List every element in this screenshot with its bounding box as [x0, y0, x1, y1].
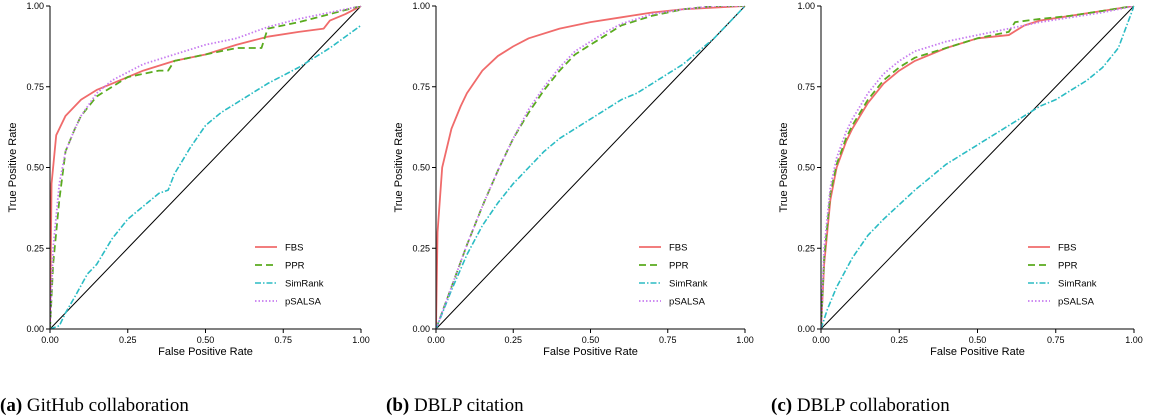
y-axis-label: True Positive Rate: [7, 122, 19, 212]
chart-panel-2: 0.00 0.25 0.50 0.75 1.00 0.00 0.25 0.50 0.75 1.00…: [386, 1, 754, 416]
caption-text: DBLP citation: [409, 395, 524, 416]
x-tick-label: 1.00: [1125, 335, 1143, 345]
series-line-psalsa: [436, 6, 745, 329]
x-tick-label: 0.50: [582, 335, 600, 345]
legend-label-psalsa: pSALSA: [669, 297, 706, 308]
chart-panel-1: 0.00 0.25 0.50 0.75 1.00 0.00 0.25 0.50 0.75 1.00…: [0, 1, 370, 416]
legend-label-psalsa: pSALSA: [1058, 297, 1095, 308]
legend: FBS PPR SimRank pSALSA: [639, 243, 708, 308]
panel-caption: (a) GitHub collaboration: [0, 395, 189, 416]
y-tick-label: 0.00: [797, 324, 815, 334]
series-line-psalsa: [821, 6, 1134, 329]
x-tick-label: 0.75: [1047, 335, 1065, 345]
series-line-simrank: [436, 6, 745, 329]
y-tick-label: 1.00: [26, 1, 44, 11]
panel-caption: (b) DBLP citation: [386, 395, 524, 416]
x-tick-label: 1.00: [352, 335, 370, 345]
x-tick-label: 0.25: [504, 335, 522, 345]
legend-label-ppr: PPR: [1058, 261, 1078, 272]
series-line-simrank: [50, 24, 361, 329]
legend-label-fbs: FBS: [669, 243, 687, 254]
y-axis-label: True Positive Rate: [778, 122, 790, 212]
x-axis-label: False Positive Rate: [930, 346, 1025, 358]
y-tick-label: 0.25: [412, 243, 430, 253]
diagonal-reference-line: [49, 5, 362, 330]
series-line-psalsa: [50, 6, 361, 329]
x-tick-label: 0.50: [197, 335, 215, 345]
y-tick-label: 0.25: [797, 243, 815, 253]
x-tick-label: 0.50: [969, 335, 987, 345]
diagonal-reference-line: [435, 5, 746, 330]
chart-panel-3: 0.00 0.25 0.50 0.75 1.00 0.00 0.25 0.50 0.75 1.00…: [771, 1, 1143, 416]
legend-label-ppr: PPR: [285, 261, 305, 272]
legend: FBS PPR SimRank pSALSA: [255, 243, 324, 308]
y-tick-label: 0.75: [26, 82, 44, 92]
x-tick-label: 1.00: [736, 335, 754, 345]
y-tick-label: 1.00: [412, 1, 430, 11]
series-line-simrank: [821, 6, 1134, 329]
x-axis-label: False Positive Rate: [158, 346, 253, 358]
y-tick-label: 0.75: [797, 82, 815, 92]
x-axis-label: False Positive Rate: [543, 346, 638, 358]
x-tick-label: 0.25: [890, 335, 908, 345]
y-axis-label: True Positive Rate: [393, 122, 405, 212]
series-line-fbs: [436, 6, 745, 329]
legend-label-fbs: FBS: [1058, 243, 1076, 254]
legend-label-simrank: SimRank: [1058, 279, 1097, 290]
caption-letter: (a): [0, 395, 22, 416]
y-tick-label: 0.25: [26, 243, 44, 253]
series-line-ppr: [436, 6, 745, 329]
x-tick-label: 0.00: [41, 335, 59, 345]
diagonal-reference-line: [820, 5, 1135, 330]
legend-label-simrank: SimRank: [285, 279, 324, 290]
caption-letter: (c): [771, 395, 792, 416]
x-tick-label: 0.75: [274, 335, 292, 345]
x-tick-label: 0.00: [812, 335, 830, 345]
legend-label-psalsa: pSALSA: [285, 297, 322, 308]
y-tick-label: 0.50: [26, 163, 44, 173]
legend-label-fbs: FBS: [285, 243, 303, 254]
y-tick-label: 0.50: [797, 163, 815, 173]
series-line-ppr: [821, 6, 1134, 329]
y-tick-label: 0.00: [26, 324, 44, 334]
x-tick-label: 0.75: [659, 335, 677, 345]
legend-label-simrank: SimRank: [669, 279, 708, 290]
y-tick-label: 0.75: [412, 82, 430, 92]
caption-text: DBLP collaboration: [792, 395, 950, 416]
y-tick-label: 0.00: [412, 324, 430, 334]
panel-caption: (c) DBLP collaboration: [771, 395, 950, 416]
y-tick-label: 0.50: [412, 163, 430, 173]
caption-letter: (b): [386, 395, 409, 416]
legend-label-ppr: PPR: [669, 261, 689, 272]
y-tick-label: 1.00: [797, 1, 815, 11]
x-tick-label: 0.00: [427, 335, 445, 345]
caption-text: GitHub collaboration: [22, 395, 189, 416]
x-tick-label: 0.25: [119, 335, 137, 345]
legend: FBS PPR SimRank pSALSA: [1028, 243, 1097, 308]
